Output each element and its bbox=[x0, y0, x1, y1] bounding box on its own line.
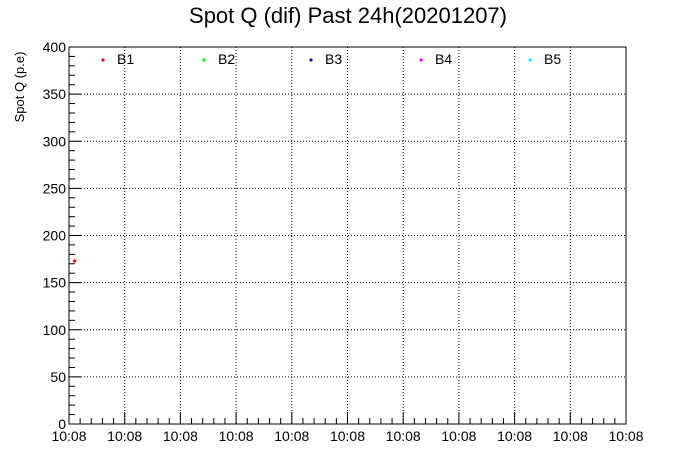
plot-frame bbox=[68, 46, 627, 425]
x-tick-label: 10:08 bbox=[386, 428, 421, 444]
y-tick-label: 300 bbox=[43, 133, 67, 149]
x-tick-label: 10:08 bbox=[608, 428, 643, 444]
legend-marker bbox=[528, 58, 532, 62]
legend-label: B3 bbox=[325, 51, 342, 67]
y-tick-label: 200 bbox=[43, 228, 67, 244]
y-tick-label: 350 bbox=[43, 86, 67, 102]
x-tick-label: 10:08 bbox=[497, 428, 532, 444]
y-tick-label: 50 bbox=[50, 369, 66, 385]
x-tick-label: 10:08 bbox=[441, 428, 476, 444]
y-tick-label: 250 bbox=[43, 180, 67, 196]
chart-title: Spot Q (dif) Past 24h(20201207) bbox=[189, 3, 507, 28]
legend-marker bbox=[101, 58, 105, 62]
legend-label: B1 bbox=[117, 51, 134, 67]
y-tick-label: 150 bbox=[43, 275, 67, 291]
legend-marker bbox=[309, 58, 313, 62]
x-tick-label: 10:08 bbox=[163, 428, 198, 444]
x-tick-label: 10:08 bbox=[219, 428, 254, 444]
data-points bbox=[72, 259, 77, 263]
x-tick-label: 10:08 bbox=[553, 428, 588, 444]
y-axis-label: Spot Q (p.e) bbox=[12, 52, 27, 123]
legend-label: B5 bbox=[544, 51, 561, 67]
y-tick-label: 100 bbox=[43, 322, 67, 338]
x-tick-label: 10:08 bbox=[274, 428, 309, 444]
legend-marker bbox=[202, 58, 206, 62]
x-tick-label: 10:08 bbox=[51, 428, 86, 444]
y-tick-label: 400 bbox=[43, 39, 67, 55]
legend: B1 B2 B3 B4 B5 bbox=[101, 51, 561, 67]
legend-marker bbox=[419, 58, 423, 62]
y-tick-label: 0 bbox=[58, 416, 66, 432]
x-tick-label: 10:08 bbox=[330, 428, 365, 444]
legend-label: B4 bbox=[435, 51, 452, 67]
axes: 0 50 100 150 200 250 300 350 400 10:08 10:08 10:08 1… bbox=[43, 39, 644, 444]
x-tick-label: 10:08 bbox=[107, 428, 142, 444]
data-point bbox=[72, 259, 77, 263]
legend-label: B2 bbox=[218, 51, 235, 67]
grid bbox=[69, 47, 626, 424]
